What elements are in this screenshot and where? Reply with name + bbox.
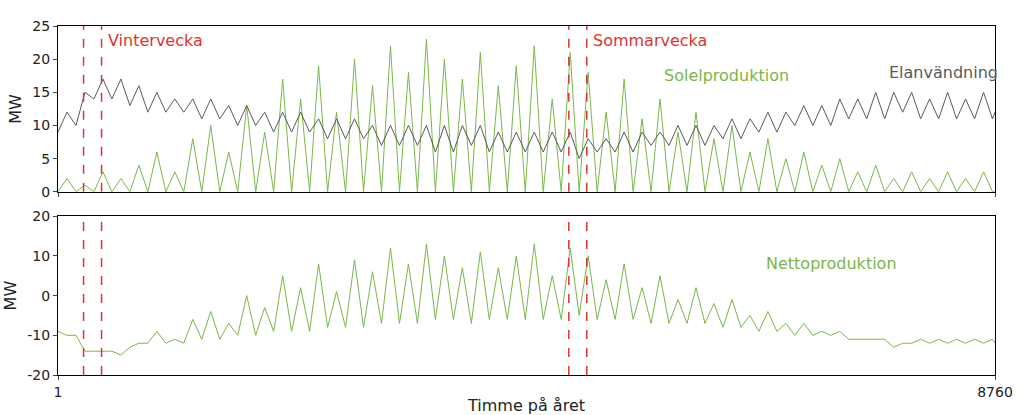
svg-text:Vintervecka: Vintervecka [108, 31, 203, 50]
svg-text:25: 25 [32, 18, 50, 34]
svg-text:5: 5 [41, 151, 50, 167]
svg-text:1: 1 [54, 384, 63, 400]
svg-text:Nettoproduktion: Nettoproduktion [766, 254, 897, 273]
svg-text:20: 20 [32, 208, 50, 224]
svg-text:Sommarvecka: Sommarvecka [593, 31, 707, 50]
svg-text:MW: MW [6, 94, 25, 124]
svg-text:MW: MW [1, 281, 20, 311]
svg-text:-10: -10 [27, 327, 50, 343]
svg-text:0: 0 [41, 288, 50, 304]
svg-text:10: 10 [32, 117, 50, 133]
svg-text:0: 0 [41, 184, 50, 200]
svg-text:8760: 8760 [977, 384, 1013, 400]
svg-text:Elanvändning: Elanvändning [889, 63, 998, 82]
svg-text:15: 15 [32, 84, 50, 100]
svg-text:Timme på året: Timme på året [467, 396, 585, 415]
svg-text:Solelproduktion: Solelproduktion [664, 66, 789, 85]
svg-text:10: 10 [32, 248, 50, 264]
svg-text:-20: -20 [27, 367, 50, 383]
svg-text:20: 20 [32, 51, 50, 67]
